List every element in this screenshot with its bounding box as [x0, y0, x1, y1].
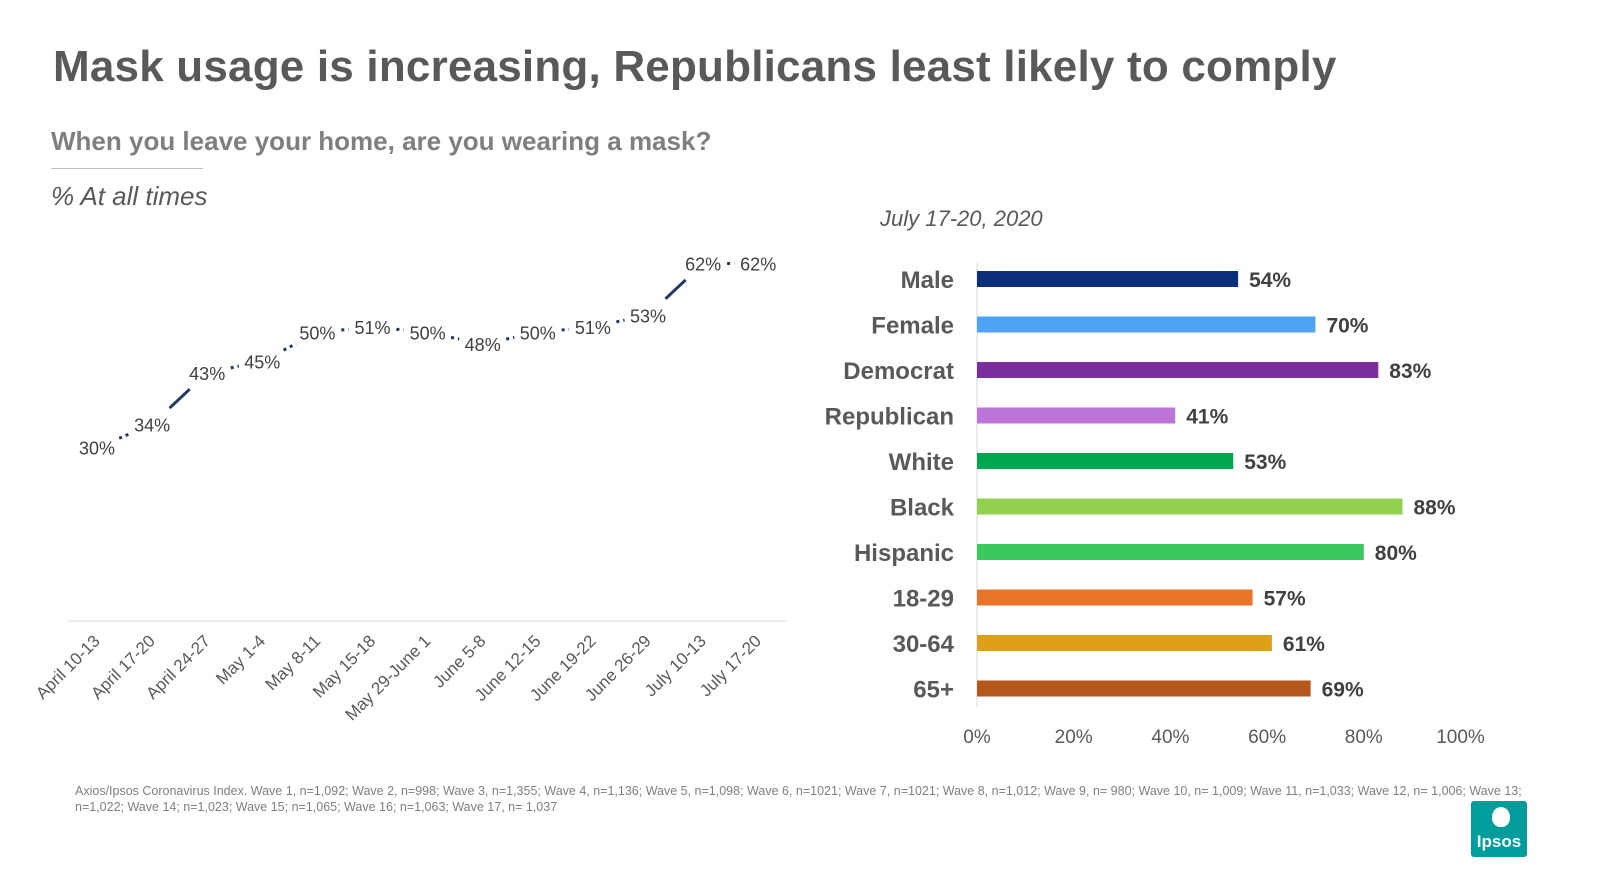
logo-head-icon — [1492, 807, 1510, 827]
x-tick-label: 20% — [1055, 727, 1093, 748]
line-segment — [616, 318, 625, 324]
category-label: Republican — [825, 404, 954, 431]
data-label: 62% — [685, 255, 721, 275]
value-label: 57% — [1264, 588, 1306, 611]
category-label: Hispanic — [854, 540, 954, 567]
x-tick-label: 80% — [1345, 727, 1383, 748]
value-label: 53% — [1244, 451, 1286, 474]
category-label: 30-64 — [893, 631, 955, 658]
bar — [977, 271, 1239, 287]
logo-text: Ipsos — [1476, 832, 1522, 851]
data-label: 50% — [520, 324, 556, 344]
ipsos-logo: Ipsos — [1471, 801, 1527, 857]
x-tick-label: 40% — [1151, 727, 1189, 748]
bar — [977, 589, 1253, 606]
data-label: 34% — [134, 416, 170, 436]
category-label: 18-29 — [893, 586, 954, 613]
line-segment — [282, 342, 297, 352]
value-label: 61% — [1283, 633, 1325, 656]
bar — [977, 407, 1176, 424]
value-label: 41% — [1186, 406, 1228, 429]
line-segment — [561, 327, 570, 332]
x-tick-label: May 1-4 — [212, 631, 269, 688]
question-subtitle: When you leave your home, are you wearin… — [51, 126, 712, 156]
category-label: 65+ — [913, 677, 954, 704]
data-label: 43% — [189, 364, 225, 384]
line-segment — [341, 327, 349, 332]
bar — [977, 453, 1234, 469]
category-label: Black — [890, 495, 955, 522]
category-label: Male — [901, 267, 954, 294]
data-label: 30% — [79, 439, 115, 459]
data-label: 50% — [410, 324, 446, 344]
data-label: 51% — [354, 318, 390, 338]
value-label: 83% — [1389, 360, 1431, 383]
value-label: 70% — [1326, 315, 1368, 338]
data-label: 62% — [740, 255, 776, 275]
subtitle-divider — [51, 168, 203, 169]
line-segment — [230, 364, 240, 370]
data-label: 51% — [575, 318, 611, 338]
bar-chart: July 17-20, 2020 Male 54% Female 70% Democrat… — [825, 206, 1485, 748]
bar — [977, 316, 1316, 333]
value-label: 88% — [1413, 497, 1455, 520]
bar — [977, 544, 1364, 560]
bar — [977, 362, 1379, 378]
line-segment — [505, 335, 515, 341]
data-label: 48% — [465, 335, 501, 355]
data-label: 53% — [630, 306, 666, 326]
chart-title: July 17-20, 2020 — [879, 206, 1043, 231]
data-label: 45% — [244, 352, 280, 372]
line-segment — [396, 327, 404, 332]
x-tick-label: 0% — [963, 727, 991, 748]
x-tick-label: 100% — [1436, 727, 1485, 748]
line-segment — [118, 432, 131, 440]
category-label: White — [889, 449, 954, 476]
value-label: 54% — [1249, 269, 1291, 292]
bar — [977, 498, 1403, 515]
bar — [977, 635, 1272, 651]
bar — [977, 680, 1311, 697]
source-footnote: Axios/Ipsos Coronavirus Index. Wave 1, n… — [75, 784, 1522, 814]
line-segment — [664, 278, 687, 300]
category-label: Democrat — [843, 358, 954, 385]
value-label: 69% — [1322, 679, 1364, 702]
page-title: Mask usage is increasing, Republicans le… — [53, 42, 1337, 91]
line-segment — [168, 388, 191, 410]
x-tick-label: 60% — [1248, 727, 1286, 748]
data-label: 50% — [299, 324, 335, 344]
measure-label: % At all times — [51, 181, 208, 211]
category-label: Female — [871, 313, 954, 340]
line-segment — [450, 335, 460, 341]
value-label: 80% — [1375, 542, 1417, 565]
